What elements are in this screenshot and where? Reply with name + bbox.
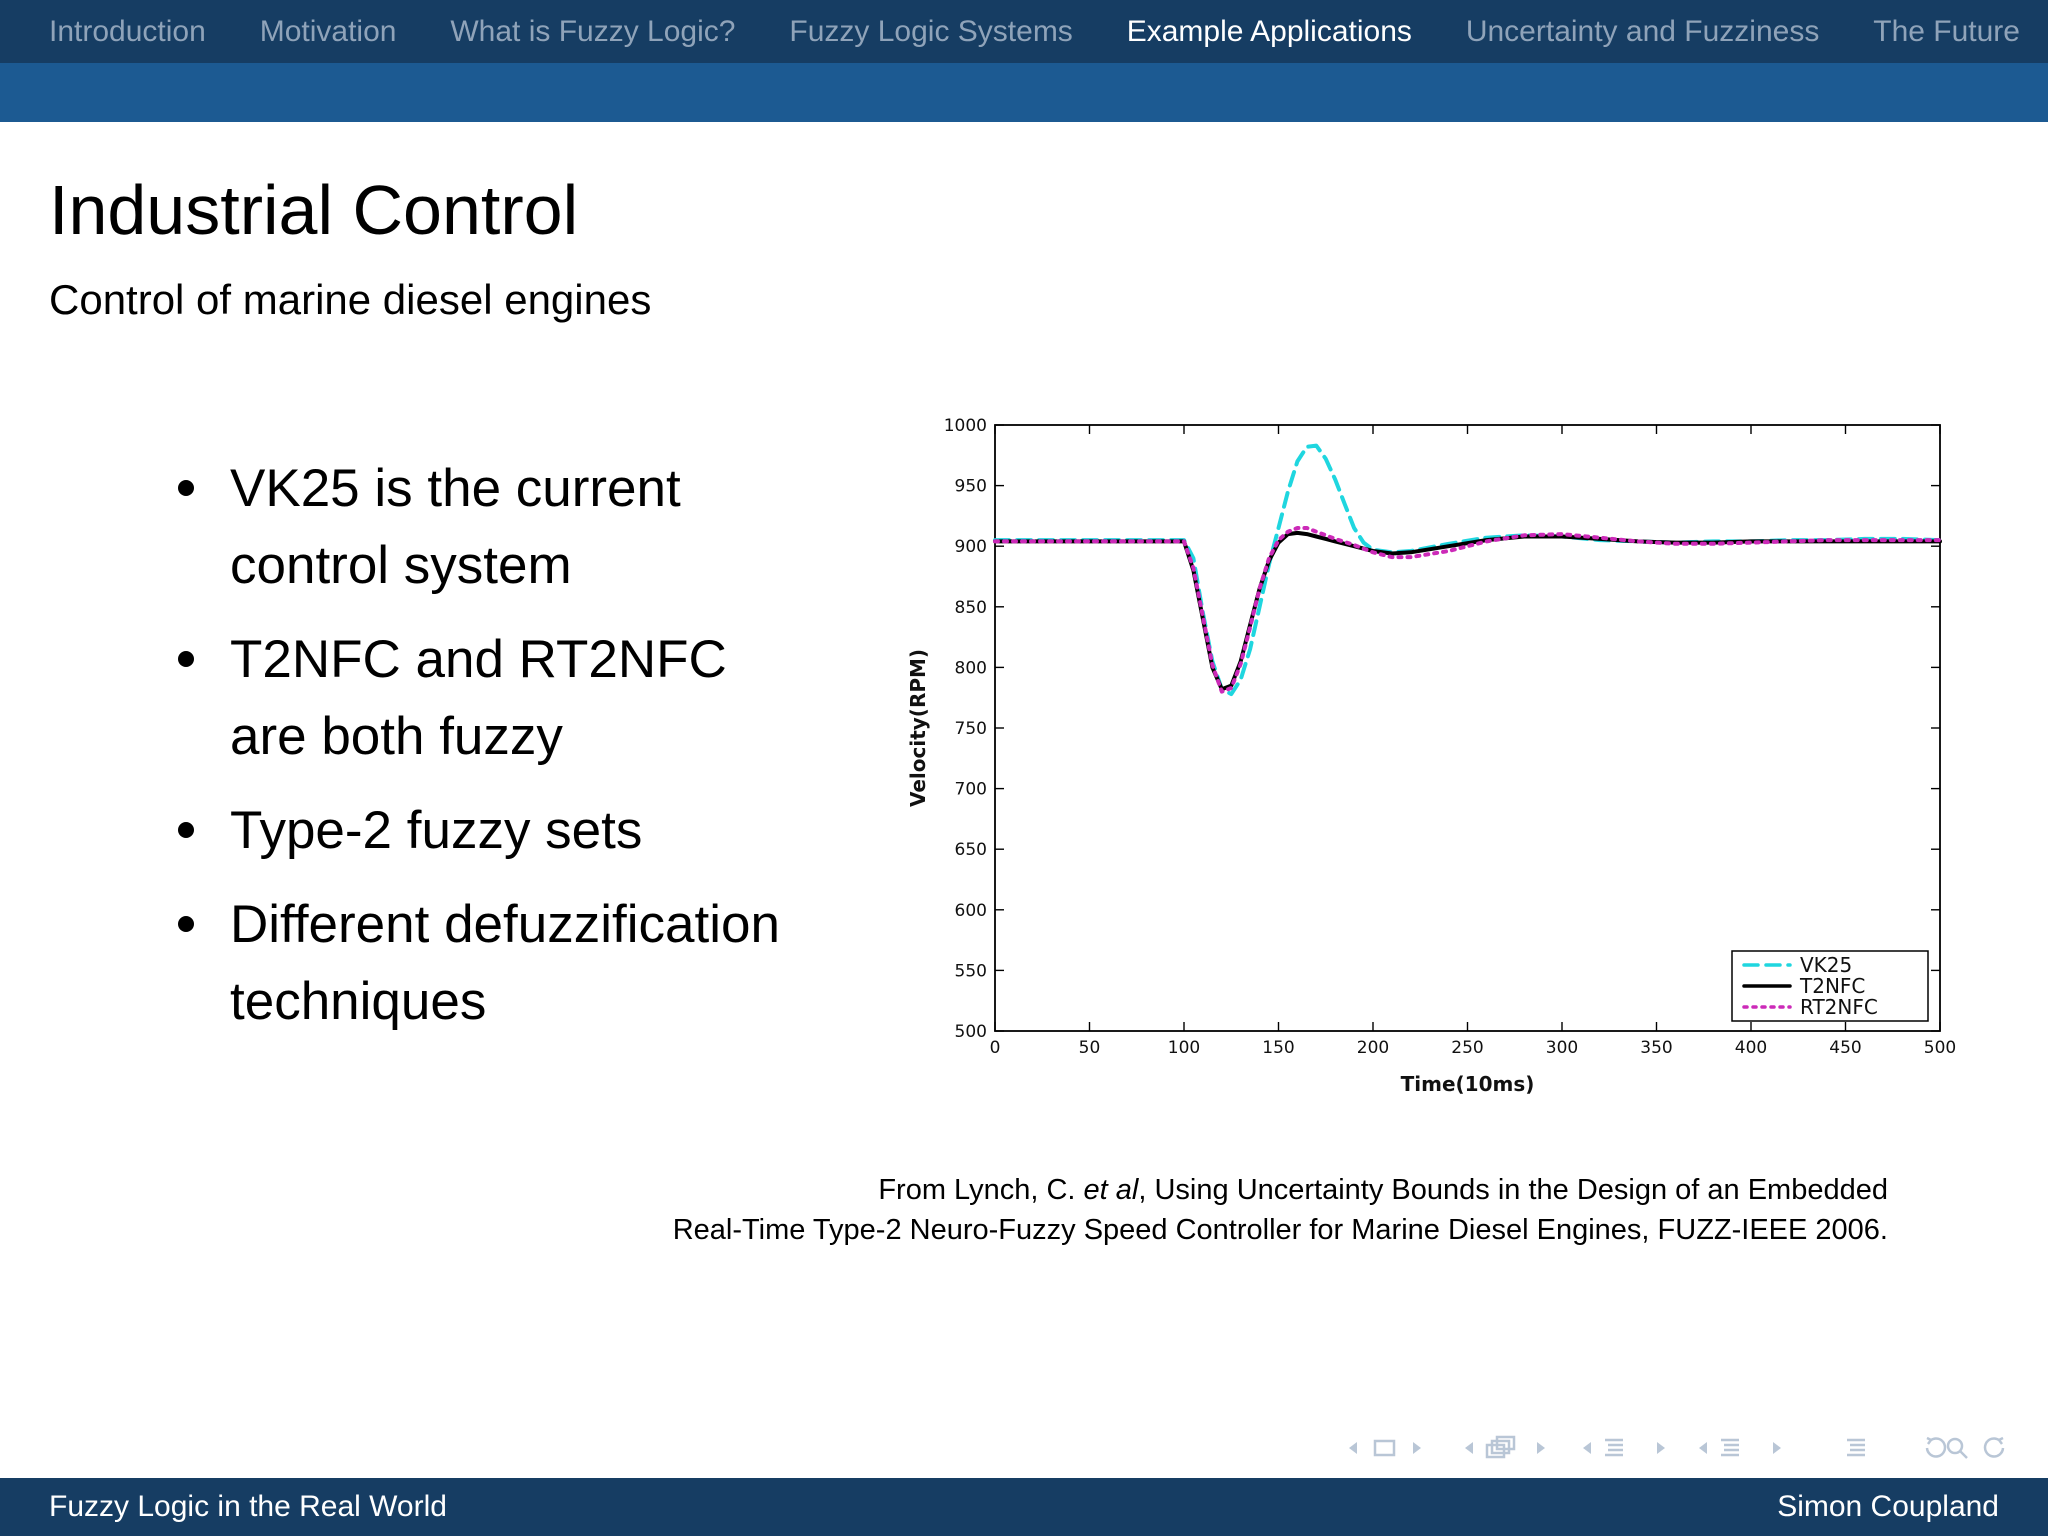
y-tick-label: 800	[955, 658, 987, 678]
zoom-search-icon[interactable]	[1946, 1437, 1968, 1459]
series-line-rt2nfc	[993, 526, 1942, 694]
bullet-item: T2NFC and RT2NFC are both fuzzy	[172, 621, 792, 775]
section-next-icon[interactable]	[1657, 1442, 1665, 1454]
subsection-bar	[0, 63, 2048, 122]
x-axis-label: Time(10ms)	[1401, 1072, 1535, 1096]
citation-line-1: From Lynch, C. et al, Using Uncertainty …	[673, 1170, 1888, 1210]
x-tick-label: 0	[990, 1038, 1001, 1058]
x-tick-label: 100	[1168, 1038, 1200, 1058]
footer-title: Fuzzy Logic in the Real World	[49, 1490, 447, 1523]
bullet-dot	[178, 916, 194, 932]
bullet-text: VK25 is the current control system	[230, 459, 681, 595]
citation-suffix: , Using Uncertainty Bounds in the Design…	[1138, 1174, 1888, 1206]
citation-line-2: Real-Time Type-2 Neuro-Fuzzy Speed Contr…	[672, 1214, 1888, 1246]
x-tick-label: 350	[1640, 1038, 1672, 1058]
nav-item-motivation[interactable]: Motivation	[259, 14, 397, 48]
document-icon[interactable]	[1721, 1438, 1739, 1457]
subsection-prev-icon[interactable]	[1465, 1442, 1473, 1454]
y-axis-label: Velocity(RPM)	[906, 649, 930, 807]
citation-italic: et al	[1083, 1174, 1139, 1206]
legend-label: VK25	[1800, 953, 1852, 977]
y-tick-label: 850	[955, 598, 987, 618]
footer-author: Simon Coupland	[1777, 1490, 1999, 1523]
footer-bar: Fuzzy Logic in the Real World Simon Coup…	[0, 1478, 2048, 1536]
bullet-list: VK25 is the current control system T2NFC …	[172, 450, 792, 1057]
y-tick-label: 500	[955, 1022, 987, 1042]
x-tick-label: 50	[1079, 1038, 1101, 1058]
x-tick-label: 400	[1735, 1038, 1767, 1058]
section-prev-icon[interactable]	[1583, 1442, 1591, 1454]
velocity-chart: 0 50 100 150 200 250 300 350 400 450 500 500 550 600 6…	[906, 416, 1956, 1096]
plot-frame	[994, 424, 1941, 1032]
x-tick-label: 450	[1829, 1038, 1861, 1058]
nav-item-introduction[interactable]: Introduction	[49, 14, 206, 48]
bullet-text: Different defuzzification techniques	[230, 895, 780, 1031]
nav-item-the-future[interactable]: The Future	[1873, 14, 2020, 48]
appendix-icon[interactable]	[1847, 1438, 1865, 1457]
bullet-dot	[178, 480, 194, 496]
bullet-item: Different defuzzification techniques	[172, 886, 792, 1040]
nav-item-example-applications[interactable]: Example Applications	[1126, 14, 1412, 48]
y-tick-label: 550	[955, 961, 987, 981]
bullet-dot	[178, 822, 194, 838]
bullet-item: Type-2 fuzzy sets	[172, 792, 792, 869]
bullet-text: Type-2 fuzzy sets	[230, 801, 643, 860]
y-tick-label: 700	[955, 780, 987, 800]
document-next-icon[interactable]	[1773, 1442, 1781, 1454]
y-tick-label: 650	[955, 840, 987, 860]
subsection-next-icon[interactable]	[1537, 1442, 1545, 1454]
y-tick-label: 750	[955, 719, 987, 739]
nav-item-fuzzy-logic-systems[interactable]: Fuzzy Logic Systems	[789, 14, 1073, 48]
x-tick-label: 150	[1262, 1038, 1294, 1058]
series-line-vk25	[993, 443, 1942, 697]
forward-icon[interactable]	[1983, 1436, 2005, 1458]
slide-subtitle: Control of marine diesel engines	[49, 276, 652, 323]
slide-title: Industrial Control	[49, 171, 579, 249]
section-navigation: Introduction Motivation What is Fuzzy Logi…	[0, 0, 2048, 63]
bullet-item: VK25 is the current control system	[172, 450, 792, 604]
frame-next-icon[interactable]	[1413, 1442, 1421, 1454]
back-icon[interactable]	[1925, 1436, 1947, 1458]
document-prev-icon[interactable]	[1699, 1442, 1707, 1454]
legend-label: RT2NFC	[1800, 995, 1878, 1019]
subsection-icon[interactable]	[1485, 1435, 1516, 1459]
x-tick-label: 300	[1546, 1038, 1578, 1058]
y-tick-label: 950	[955, 477, 987, 497]
beamer-navigation-symbols	[1349, 1435, 2005, 1459]
frame-prev-icon[interactable]	[1349, 1442, 1357, 1454]
citation: From Lynch, C. et al, Using Uncertainty …	[673, 1170, 1888, 1250]
series-line-t2nfc	[993, 530, 1942, 692]
x-tick-label: 500	[1924, 1038, 1956, 1058]
nav-item-what-is-fuzzy-logic[interactable]: What is Fuzzy Logic?	[450, 14, 736, 48]
section-icon[interactable]	[1605, 1438, 1623, 1457]
legend-label: T2NFC	[1799, 974, 1865, 998]
citation-prefix: From Lynch, C.	[878, 1174, 1084, 1206]
x-tick-label: 250	[1451, 1038, 1483, 1058]
bullet-text: T2NFC and RT2NFC are both fuzzy	[230, 630, 727, 766]
x-tick-label: 200	[1357, 1038, 1389, 1058]
frame-icon[interactable]	[1373, 1439, 1396, 1457]
y-tick-label: 900	[955, 537, 987, 557]
y-tick-label: 600	[955, 901, 987, 921]
y-tick-label: 1000	[944, 416, 987, 436]
bullet-dot	[178, 651, 194, 667]
nav-item-uncertainty-and-fuzziness[interactable]: Uncertainty and Fuzziness	[1465, 14, 1820, 48]
